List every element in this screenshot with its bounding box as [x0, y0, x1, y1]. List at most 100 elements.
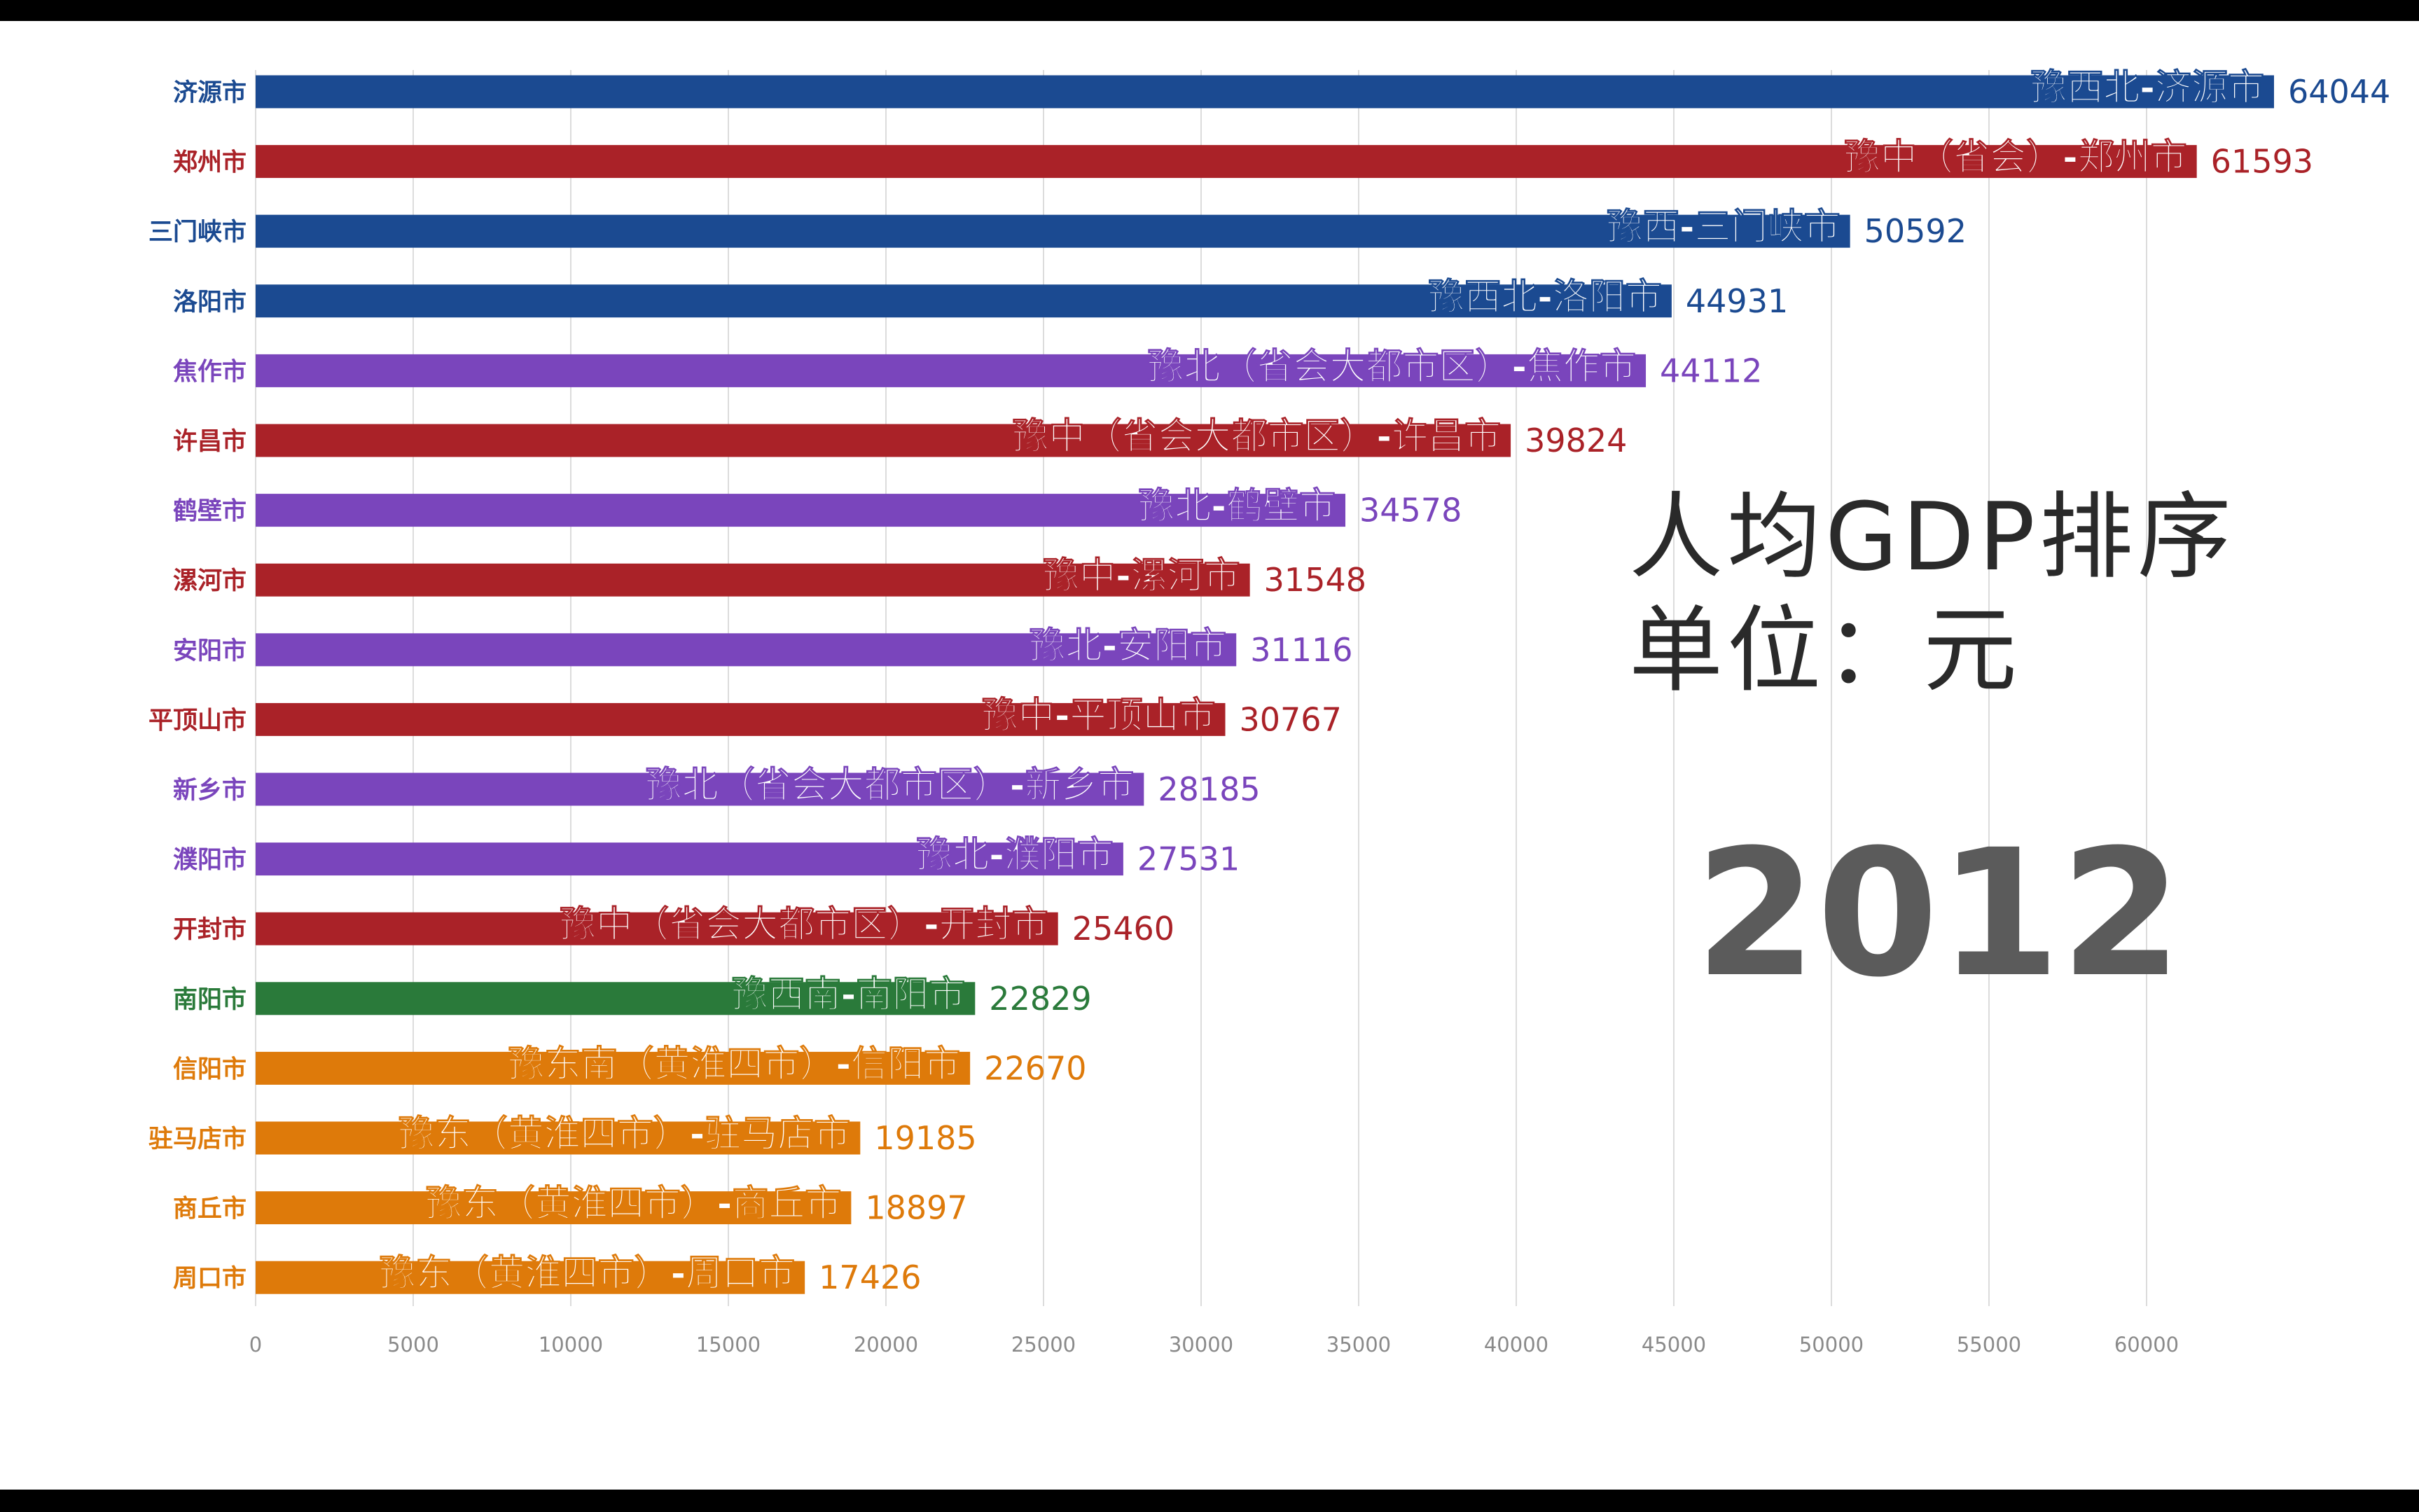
value-label: 64044 [2288, 73, 2390, 111]
value-label: 44112 [1660, 352, 1762, 389]
bar-label: 豫中-平顶山市 [982, 695, 1216, 737]
value-label: 27531 [1137, 840, 1240, 878]
bar [256, 1051, 971, 1085]
x-tick-label: 45000 [1642, 1333, 1706, 1357]
category-label: 济源市 [173, 79, 247, 107]
bar-label: 豫北（省会大都市区）-焦作市 [1147, 346, 1636, 388]
bar [256, 354, 1647, 387]
value-label: 17426 [819, 1258, 921, 1296]
bar [256, 633, 1237, 667]
bar-row: 驻马店市 豫东（黄淮四市）-驻马店市 19185 [148, 1114, 977, 1158]
value-label: 44931 [1686, 282, 1788, 320]
video-frame-bottom-bar [0, 1490, 2419, 1512]
bar-row: 济源市 豫西北-济源市 64044 [173, 67, 2390, 111]
bar [256, 702, 1226, 736]
bar-label: 豫北-濮阳市 [916, 835, 1114, 877]
category-label: 洛阳市 [173, 289, 247, 317]
x-tick-label: 10000 [539, 1333, 603, 1357]
bar [256, 494, 1346, 527]
bar-label: 豫东（黄淮四市）-商丘市 [426, 1184, 842, 1226]
bar-row: 洛阳市 豫西北-洛阳市 44931 [173, 276, 1788, 320]
value-label: 19185 [874, 1119, 976, 1157]
bar-row: 平顶山市 豫中-平顶山市 30767 [148, 695, 1342, 739]
bar [256, 912, 1058, 945]
value-label: 50592 [1864, 212, 1967, 250]
category-label: 平顶山市 [148, 707, 247, 735]
category-label: 开封市 [173, 916, 247, 944]
bar-label: 豫东（黄淮四市）-周口市 [380, 1253, 796, 1295]
category-label: 信阳市 [173, 1055, 247, 1083]
bar-label: 豫北-安阳市 [1030, 625, 1227, 667]
value-label: 22829 [989, 980, 1091, 1018]
bar [256, 284, 1672, 318]
value-label: 25460 [1072, 910, 1174, 948]
x-tick-label: 35000 [1326, 1333, 1391, 1357]
category-label: 三门峡市 [148, 219, 247, 247]
x-tick-label: 5000 [387, 1333, 439, 1357]
value-label: 39824 [1525, 422, 1627, 459]
bar-label: 豫东南（黄淮四市）-信阳市 [508, 1043, 961, 1086]
bar [256, 1191, 852, 1225]
bar-row: 濮阳市 豫北-濮阳市 27531 [173, 834, 1240, 878]
bar [256, 1261, 805, 1294]
bar-label: 豫北-鹤壁市 [1138, 486, 1336, 528]
bar [256, 214, 1850, 248]
bar-row: 信阳市 豫东南（黄淮四市）-信阳市 22670 [173, 1043, 1087, 1088]
value-label: 28185 [1158, 770, 1260, 808]
bar-row: 焦作市 豫北（省会大都市区）-焦作市 44112 [173, 346, 1762, 390]
bar-label: 豫北（省会大都市区）-新乡市 [646, 765, 1135, 807]
x-tick-label: 25000 [1011, 1333, 1076, 1357]
bar [256, 842, 1123, 876]
bar-row: 三门峡市 豫西-三门峡市 50592 [148, 207, 1967, 251]
bar-row: 漯河市 豫中-漯河市 31548 [173, 555, 1366, 599]
category-label: 漯河市 [173, 567, 247, 595]
bar [256, 145, 2197, 179]
bar-label: 豫西北-济源市 [2030, 67, 2264, 109]
bar [256, 424, 1511, 457]
x-tick-label: 0 [249, 1333, 262, 1357]
bar-label: 豫中（省会）-郑州市 [1844, 137, 2187, 179]
category-label: 郑州市 [173, 149, 247, 177]
bar-row: 新乡市 豫北（省会大都市区）-新乡市 28185 [173, 765, 1261, 809]
bar-row: 许昌市 豫中（省会大都市区）-许昌市 39824 [173, 416, 1627, 460]
chart-title: 人均GDP排序 [1629, 483, 2236, 592]
bar-row: 周口市 豫东（黄淮四市）-周口市 17426 [173, 1253, 922, 1297]
bar-row: 郑州市 豫中（省会）-郑州市 61593 [173, 137, 2313, 181]
bar-label: 豫西北-洛阳市 [1428, 277, 1662, 319]
bar [256, 75, 2274, 109]
bar-row: 开封市 豫中（省会大都市区）-开封市 25460 [173, 904, 1174, 948]
x-axis-ticks: 0 5000 10000 15000 20000 25000 30000 35000 40000… [249, 1333, 2179, 1357]
category-label: 驻马店市 [148, 1125, 247, 1153]
bar [256, 563, 1250, 597]
video-frame-top-bar [0, 0, 2419, 21]
bar-row: 商丘市 豫东（黄淮四市）-商丘市 18897 [173, 1183, 968, 1227]
category-label: 商丘市 [173, 1195, 247, 1223]
bar-label: 豫西南-南阳市 [732, 974, 966, 1016]
x-tick-label: 40000 [1484, 1333, 1548, 1357]
value-label: 31116 [1250, 631, 1352, 669]
bar-row: 鹤壁市 豫北-鹤壁市 34578 [173, 485, 1462, 529]
x-tick-label: 60000 [2114, 1333, 2179, 1357]
category-label: 周口市 [173, 1265, 247, 1293]
category-label: 焦作市 [173, 358, 247, 386]
bar [256, 982, 976, 1015]
gridlines [255, 70, 2147, 1306]
category-label: 濮阳市 [173, 847, 247, 875]
value-label: 30767 [1240, 700, 1342, 738]
x-tick-label: 55000 [1957, 1333, 2021, 1357]
bar-row: 南阳市 豫西南-南阳市 22829 [173, 973, 1092, 1018]
category-label: 鹤壁市 [173, 498, 247, 526]
bar-label: 豫中-漯河市 [1043, 555, 1240, 597]
bar-label: 豫中（省会大都市区）-开封市 [560, 904, 1048, 946]
chart-unit-label: 单位：元 [1629, 596, 2022, 705]
category-label: 南阳市 [173, 986, 247, 1014]
bar-label: 豫西-三门峡市 [1607, 207, 1841, 249]
x-tick-label: 15000 [696, 1333, 761, 1357]
bar-label: 豫中（省会大都市区）-许昌市 [1012, 416, 1501, 458]
value-label: 61593 [2211, 143, 2313, 181]
value-label: 31548 [1264, 561, 1366, 599]
value-label: 22670 [984, 1049, 1086, 1087]
category-label: 许昌市 [173, 428, 247, 456]
value-label: 34578 [1359, 492, 1462, 529]
